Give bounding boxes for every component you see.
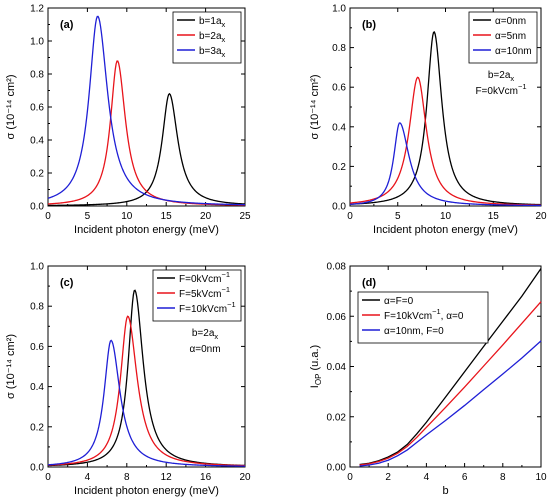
y-tick-label: 0.02 xyxy=(327,412,347,423)
panel-label: (d) xyxy=(362,277,376,289)
x-tick-label: 8 xyxy=(124,472,130,483)
y-tick-label: 0.8 xyxy=(332,43,346,54)
y-tick-label: 1.0 xyxy=(332,4,346,15)
y-tick-label: 0.8 xyxy=(30,302,44,313)
legend-label: α=10nm xyxy=(495,46,532,57)
chart-panel-2: 0 5 10 15 20 0.0 0.2 0.4 0.6 0.8 1.0 Incident photo… xyxy=(309,4,547,237)
y-tick-label: 0.0 xyxy=(30,202,44,213)
legend-label: b=3ax xyxy=(199,46,226,59)
legend-label: α=F=0 xyxy=(384,296,414,307)
series-line-red xyxy=(47,60,246,206)
x-tick-label: 10 xyxy=(121,211,133,222)
x-tick-label: 25 xyxy=(239,211,251,222)
series-line-blue xyxy=(349,122,542,207)
y-axis-label: IOP (u.a.) xyxy=(309,345,323,388)
legend-label: F=10kVcm−1, α=0 xyxy=(384,307,464,322)
legend-label: b=1ax xyxy=(199,16,226,29)
x-tick-label: 8 xyxy=(500,472,506,483)
y-axis-label: σ (10⁻¹⁴ cm²) xyxy=(5,334,17,399)
x-tick-label: 10 xyxy=(440,211,452,222)
y-tick-label: 0.06 xyxy=(327,312,347,323)
y-tick-label: 0.0 xyxy=(332,202,346,213)
legend: α=0nm α=5nm α=10nm xyxy=(468,11,538,64)
chart-panel-1: 0 5 10 15 20 25 0.0 0.2 0.4 0.6 0.8 1.0 1.2 Incident … xyxy=(5,4,251,237)
x-tick-label: 5 xyxy=(395,211,401,222)
panel-label: (a) xyxy=(60,19,74,31)
annotation-text: F=0kVcm−1 xyxy=(475,82,526,97)
x-axis-label: Incident photon energy (meV) xyxy=(74,485,219,497)
series-line-red xyxy=(47,315,246,467)
x-tick-label: 15 xyxy=(488,211,500,222)
series-line-red xyxy=(359,301,542,466)
y-axis-label: σ (10⁻¹⁴ cm²) xyxy=(5,75,17,140)
y-tick-label: 0.6 xyxy=(30,103,44,114)
y-tick-label: 0.2 xyxy=(30,422,44,433)
x-tick-label: 12 xyxy=(161,472,173,483)
y-tick-label: 0.2 xyxy=(30,169,44,180)
y-tick-label: 0.04 xyxy=(327,362,347,373)
legend-label: F=0kVcm−1 xyxy=(179,270,230,285)
series-line-black xyxy=(47,92,246,207)
x-tick-label: 6 xyxy=(462,472,468,483)
series-line-black xyxy=(359,268,542,466)
x-tick-label: 20 xyxy=(239,472,251,483)
series-line-blue xyxy=(47,15,246,206)
annotation-text: b=2ax xyxy=(488,70,515,83)
legend-label: F=10kVcm−1 xyxy=(179,300,236,315)
annotation-text: b=2ax xyxy=(192,328,219,341)
y-axis-label: σ (10⁻¹⁴ cm²) xyxy=(309,75,321,140)
y-tick-label: 0.6 xyxy=(332,83,346,94)
x-tick-label: 5 xyxy=(85,211,91,222)
x-axis-label: b xyxy=(442,485,448,497)
x-tick-label: 10 xyxy=(535,472,547,483)
y-tick-label: 0.00 xyxy=(327,463,347,474)
panel-label: (b) xyxy=(362,19,376,31)
y-tick-label: 0.4 xyxy=(30,382,44,393)
x-tick-label: 15 xyxy=(161,211,173,222)
series-line-red xyxy=(349,76,542,206)
legend-label: F=5kVcm−1 xyxy=(179,285,230,300)
x-tick-label: 16 xyxy=(200,472,212,483)
legend: α=F=0F=10kVcm−1, α=0 α=10nm, F=0 xyxy=(357,291,489,344)
x-tick-label: 0 xyxy=(45,211,51,222)
chart-panel-3: 0 4 8 12 16 20 0.0 0.2 0.4 0.6 0.8 1.0 Incident phot… xyxy=(5,262,251,498)
panel-label: (c) xyxy=(60,277,74,289)
y-tick-label: 0.2 xyxy=(332,162,346,173)
chart-panel-4: 0 2 4 6 8 10 0.00 0.02 0.04 0.06 0.08 b IOP (u.a.) (d… xyxy=(309,262,547,498)
x-tick-label: 0 xyxy=(45,472,51,483)
x-tick-label: 4 xyxy=(85,472,91,483)
y-tick-label: 1.0 xyxy=(30,37,44,48)
y-tick-label: 0.0 xyxy=(30,463,44,474)
legend-label: α=0nm xyxy=(495,16,526,27)
y-tick-label: 0.6 xyxy=(30,342,44,353)
y-tick-label: 0.4 xyxy=(332,122,346,133)
series-line-black xyxy=(349,31,542,206)
annotation-text: α=0nm xyxy=(189,344,220,355)
x-axis-label: Incident photon energy (meV) xyxy=(74,224,219,236)
legend-label: α=5nm xyxy=(495,31,526,42)
x-axis-label: Incident photon energy (meV) xyxy=(373,224,518,236)
y-tick-label: 0.8 xyxy=(30,70,44,81)
series-line-blue xyxy=(47,339,246,467)
legend-label: b=2ax xyxy=(199,31,226,44)
x-tick-label: 20 xyxy=(200,211,212,222)
legend: F=0kVcm−1F=5kVcm−1F=10kVcm−1 xyxy=(152,269,242,322)
x-tick-label: 20 xyxy=(535,211,547,222)
series-line-blue xyxy=(359,340,542,467)
y-tick-label: 1.0 xyxy=(30,262,44,273)
y-tick-label: 0.4 xyxy=(30,136,44,147)
legend: b=1ax b=2ax b=3ax xyxy=(172,11,242,64)
x-tick-label: 0 xyxy=(347,472,353,483)
x-tick-label: 0 xyxy=(347,211,353,222)
x-tick-label: 2 xyxy=(385,472,391,483)
y-tick-label: 0.08 xyxy=(327,262,347,273)
legend-label: α=10nm, F=0 xyxy=(384,326,444,337)
x-tick-label: 4 xyxy=(424,472,430,483)
y-tick-label: 1.2 xyxy=(30,4,44,15)
